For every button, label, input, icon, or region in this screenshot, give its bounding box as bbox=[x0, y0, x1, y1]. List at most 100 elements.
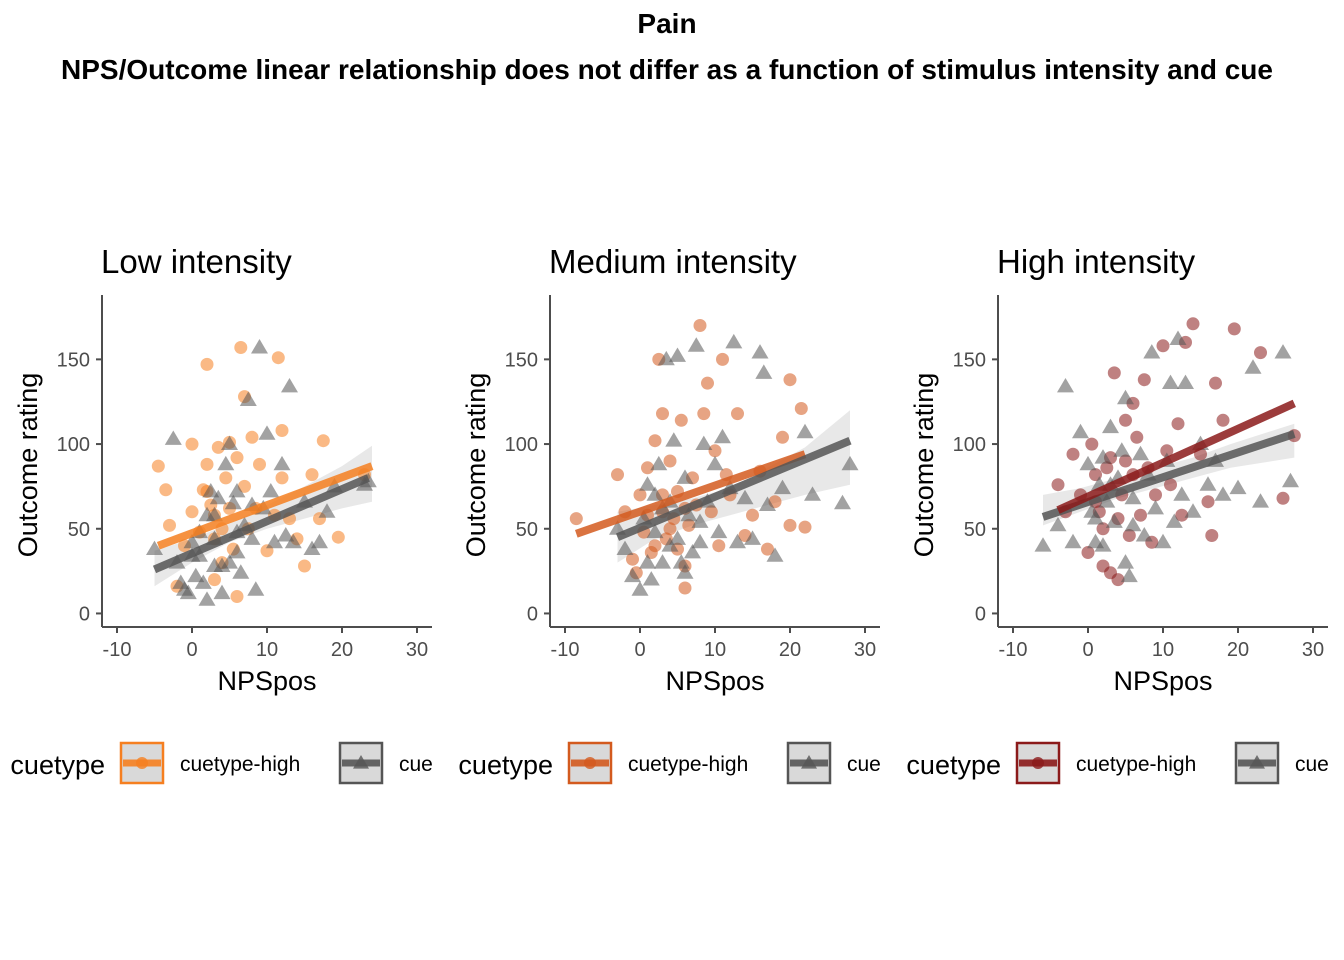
legend-title: cuetype bbox=[906, 750, 1001, 780]
data-point-triangle bbox=[639, 476, 656, 491]
x-tick-label: 30 bbox=[1302, 639, 1324, 661]
data-point-circle bbox=[731, 407, 744, 421]
data-point-triangle bbox=[684, 544, 701, 559]
legend-title: cuetype bbox=[458, 750, 553, 780]
chart-panel: Low intensity 0 50 100 150 -10 0 10 20 30 NPSpos Ou… bbox=[10, 243, 433, 785]
x-tick-label: 30 bbox=[854, 639, 876, 661]
data-point-triangle bbox=[187, 567, 205, 583]
data-point-circle bbox=[163, 518, 176, 532]
data-point-circle bbox=[185, 505, 199, 519]
data-point-triangle bbox=[198, 506, 216, 522]
data-point-triangle bbox=[744, 530, 761, 545]
data-point-triangle bbox=[1087, 510, 1104, 525]
fit-line bbox=[156, 462, 374, 550]
data-point-circle bbox=[794, 402, 808, 415]
x-tick-label: 30 bbox=[406, 639, 428, 661]
data-point-triangle bbox=[1072, 423, 1089, 439]
data-point-triangle bbox=[736, 489, 754, 505]
data-point-circle bbox=[1051, 478, 1065, 492]
data-point-circle bbox=[704, 505, 718, 519]
data-point-triangle bbox=[1199, 476, 1217, 491]
data-point-triangle bbox=[624, 567, 641, 583]
data-point-triangle bbox=[680, 506, 698, 522]
data-point-circle bbox=[271, 351, 285, 365]
data-point-triangle bbox=[759, 496, 776, 511]
data-point-triangle bbox=[1184, 503, 1202, 518]
data-point-circle bbox=[275, 424, 289, 437]
y-axis-label: Outcome rating bbox=[13, 373, 43, 558]
confidence-ribbon bbox=[154, 445, 372, 587]
data-point-triangle bbox=[198, 591, 216, 606]
data-point-triangle bbox=[262, 483, 280, 498]
data-point-triangle bbox=[1117, 554, 1134, 569]
y-tick-label: 100 bbox=[953, 434, 986, 456]
data-point-circle bbox=[1081, 546, 1095, 559]
y-tick-label: 100 bbox=[505, 434, 538, 456]
data-point-triangle bbox=[1105, 513, 1123, 528]
data-point-circle bbox=[1160, 444, 1174, 458]
fit-line bbox=[1056, 399, 1296, 514]
data-point-triangle bbox=[1147, 499, 1164, 515]
data-point-triangle bbox=[228, 483, 246, 498]
data-point-triangle bbox=[251, 339, 268, 354]
data-point-triangle bbox=[687, 337, 705, 352]
y-tick-label: 0 bbox=[975, 603, 986, 625]
data-point-triangle bbox=[258, 425, 276, 440]
data-point-circle bbox=[611, 468, 624, 482]
data-point-triangle bbox=[676, 564, 694, 579]
y-tick-label: 0 bbox=[527, 603, 538, 625]
data-point-triangle bbox=[1169, 330, 1187, 345]
data-point-circle bbox=[633, 488, 647, 502]
data-point-triangle bbox=[616, 540, 634, 555]
data-point-triangle bbox=[1102, 418, 1119, 434]
data-point-circle bbox=[701, 376, 714, 390]
data-point-triangle bbox=[1252, 493, 1269, 508]
data-point-circle bbox=[626, 552, 639, 566]
y-tick-label: 150 bbox=[57, 349, 90, 371]
data-point-circle bbox=[1085, 437, 1099, 451]
legend-key-marker bbox=[1249, 755, 1265, 769]
data-point-circle bbox=[200, 457, 214, 471]
y-axis-label: Outcome rating bbox=[461, 373, 491, 558]
data-point-triangle bbox=[646, 486, 664, 501]
data-point-circle bbox=[159, 483, 173, 497]
legend-label: cuetype-high bbox=[628, 753, 748, 776]
data-point-triangle bbox=[247, 581, 265, 596]
data-point-circle bbox=[648, 539, 662, 553]
data-point-circle bbox=[1175, 508, 1189, 522]
data-point-triangle bbox=[206, 557, 223, 572]
data-point-circle bbox=[697, 407, 711, 421]
data-point-circle bbox=[1111, 573, 1125, 587]
data-point-triangle bbox=[650, 455, 668, 471]
data-point-circle bbox=[1209, 376, 1222, 390]
data-point-circle bbox=[1134, 508, 1147, 522]
data-point-triangle bbox=[1098, 493, 1116, 508]
data-point-circle bbox=[316, 434, 330, 448]
data-point-triangle bbox=[609, 520, 626, 535]
data-point-circle bbox=[238, 479, 251, 493]
plot-area bbox=[146, 339, 377, 606]
data-point-circle bbox=[151, 459, 165, 473]
data-point-triangle bbox=[1094, 537, 1112, 552]
data-point-triangle bbox=[755, 364, 773, 379]
data-point-circle bbox=[1122, 529, 1136, 542]
x-tick-label: 20 bbox=[779, 639, 801, 661]
data-point-triangle bbox=[266, 533, 283, 549]
data-point-triangle bbox=[228, 544, 246, 559]
data-point-circle bbox=[1137, 373, 1151, 387]
y-tick-label: 0 bbox=[79, 603, 90, 625]
data-point-triangle bbox=[676, 469, 694, 484]
data-point-triangle bbox=[710, 523, 728, 539]
fit-line bbox=[574, 450, 807, 538]
data-point-triangle bbox=[804, 486, 821, 501]
data-point-triangle bbox=[1120, 567, 1138, 583]
panel-title: Low intensity bbox=[101, 243, 292, 280]
data-point-circle bbox=[1186, 317, 1200, 331]
data-point-circle bbox=[656, 407, 669, 421]
data-point-triangle bbox=[1165, 513, 1183, 528]
data-point-triangle bbox=[729, 533, 746, 549]
data-point-circle bbox=[693, 319, 707, 332]
data-point-circle bbox=[211, 440, 225, 454]
legend-label: cue bbox=[1295, 753, 1329, 776]
